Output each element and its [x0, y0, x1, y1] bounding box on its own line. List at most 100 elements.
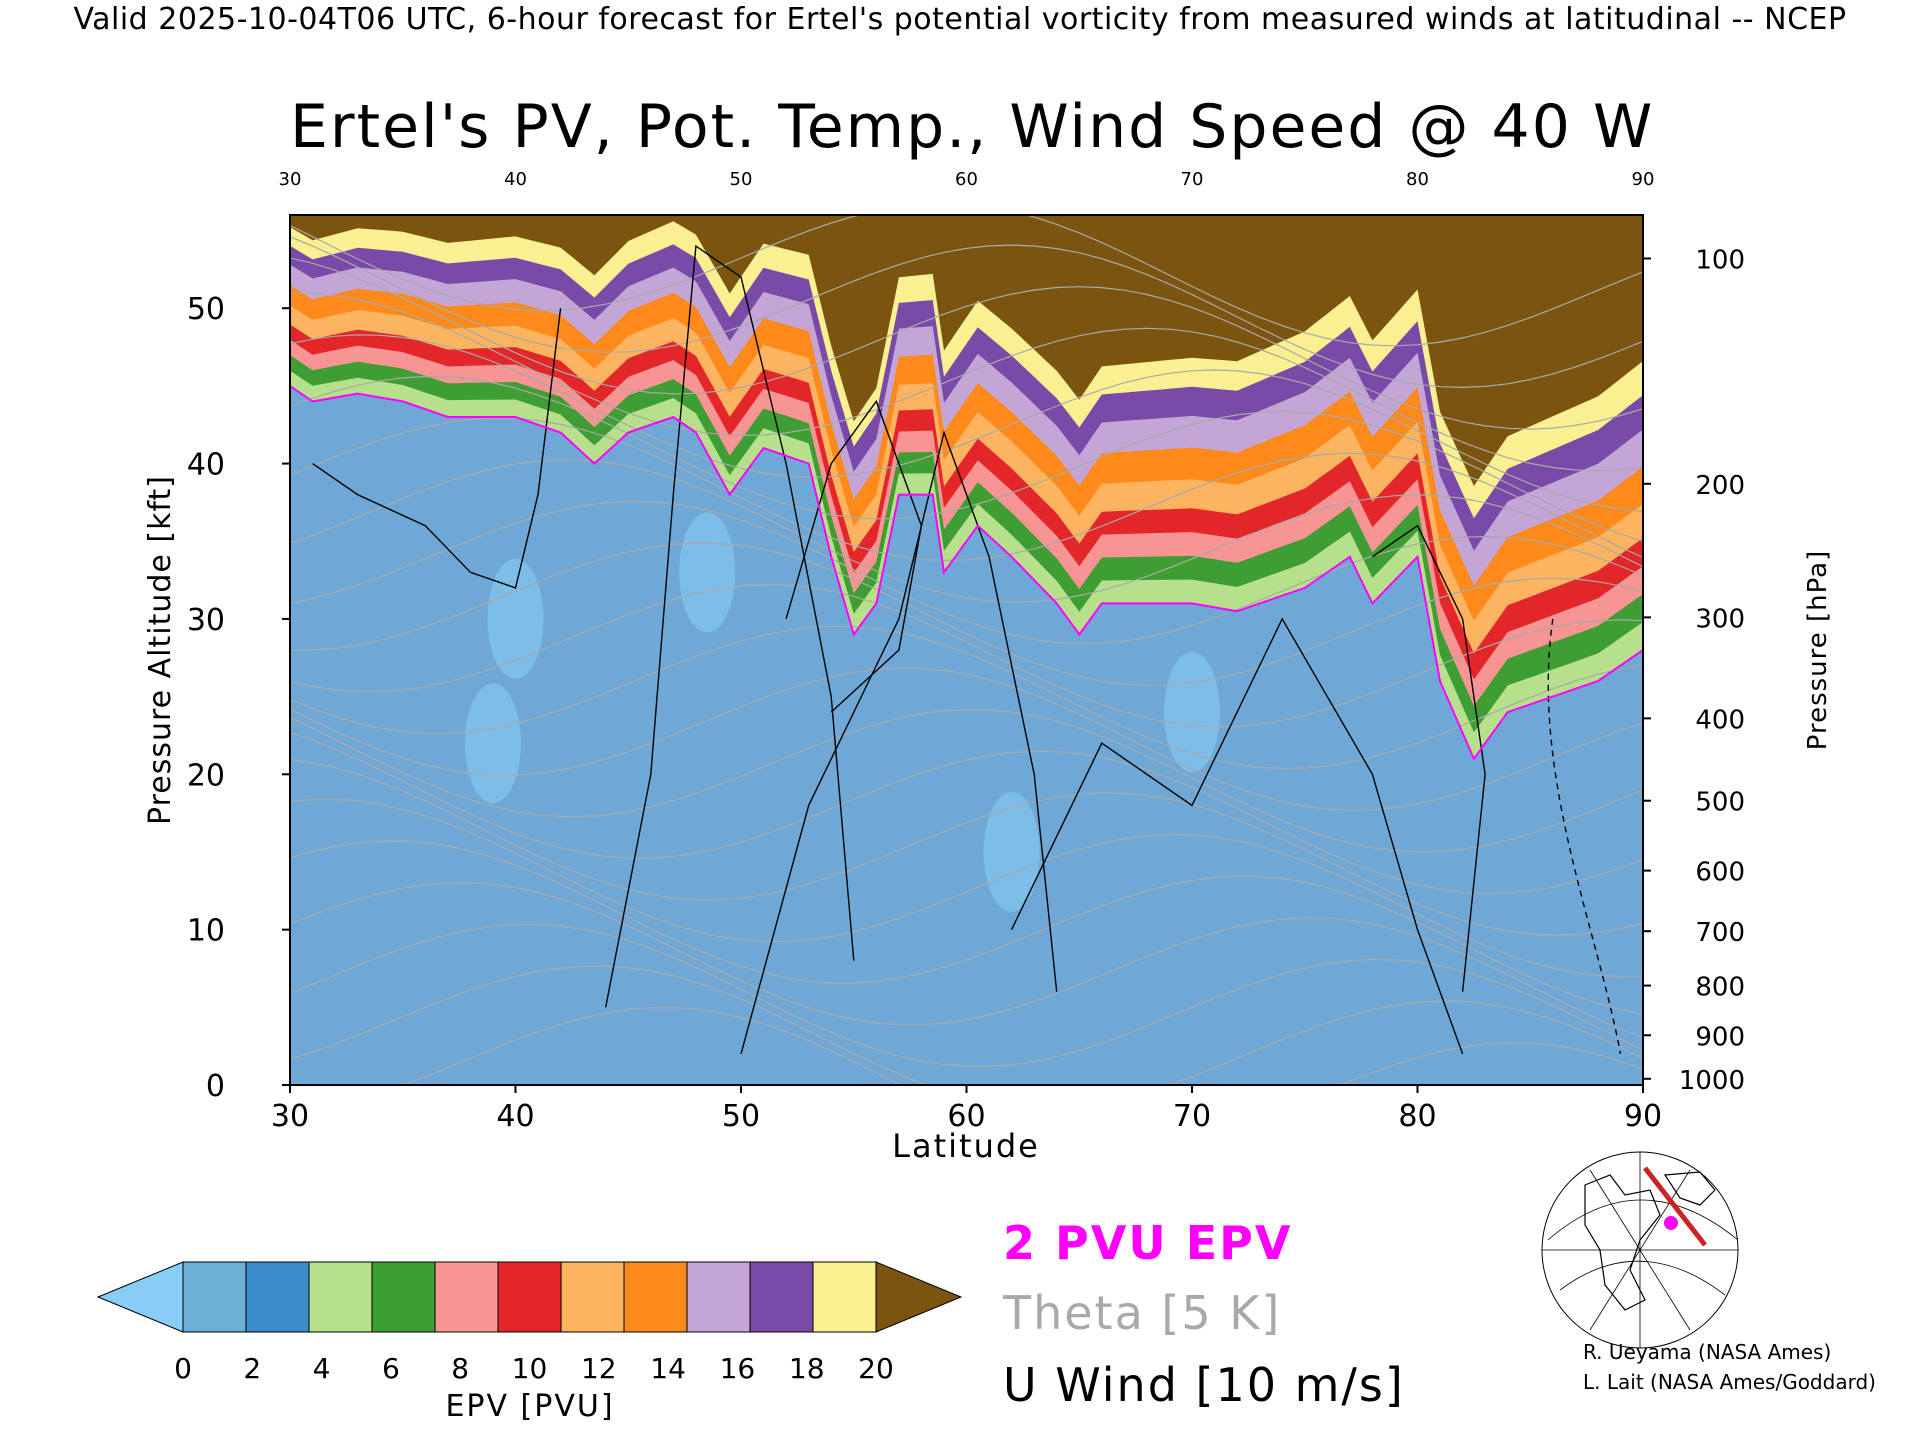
theta-contour — [290, 625, 1643, 770]
colorbar-tick-label: 2 — [243, 1352, 261, 1385]
inset-map — [1541, 1151, 1739, 1349]
theta-contour — [290, 731, 1643, 895]
colorbar-tick-label: 8 — [451, 1352, 469, 1385]
colorbar: 0 2 4 6 8 10 12 14 16 18 20 — [96, 1261, 963, 1385]
pressure-tick-label: 800 — [1695, 973, 1745, 1003]
wind-contours — [312, 244, 1622, 1055]
credit-line-2: L. Lait (NASA Ames/Goddard) — [1583, 1370, 1876, 1394]
wind-contour — [785, 399, 923, 713]
pressure-tick-label: 700 — [1695, 918, 1745, 948]
colorbar-tick-label: 12 — [581, 1352, 617, 1385]
x-tick-label: 40 — [496, 1099, 534, 1134]
legend-wind: U Wind [10 m/s] — [1003, 1358, 1405, 1412]
pressure-tick-label: 200 — [1695, 471, 1745, 501]
y-tick-label: 50 — [187, 292, 225, 327]
x-tick-label: 30 — [271, 1099, 309, 1134]
colorbar-segment — [749, 1261, 814, 1333]
theta-contour — [290, 798, 1643, 978]
x-axis-top: 30 40 50 60 70 80 90 — [279, 169, 1655, 190]
pressure-axis: 100 200 300 400 500 600 700 800 900 1000 — [1643, 246, 1745, 1096]
theta-contour — [290, 758, 1643, 936]
colorbar-over-arrow — [875, 1261, 963, 1333]
pressure-tick-label: 1000 — [1679, 1066, 1745, 1096]
pv-color-bands — [290, 215, 1643, 912]
colorbar-under-arrow — [96, 1261, 184, 1333]
x-tick-label-top: 40 — [504, 169, 527, 190]
y-tick-label: 20 — [187, 758, 225, 793]
colorbar-label: EPV [PVU] — [445, 1389, 614, 1424]
pressure-tick-label: 100 — [1695, 246, 1745, 276]
pressure-tick-label: 600 — [1695, 858, 1745, 888]
x-tick-label-top: 60 — [955, 169, 978, 190]
theta-contour — [290, 236, 1643, 389]
y-axis: 0 10 20 30 40 50 — [187, 292, 290, 1104]
low-pv-patch — [464, 683, 521, 804]
x-tick-label: 50 — [722, 1099, 760, 1134]
colorbar-tick-label: 20 — [858, 1352, 894, 1385]
x-tick-label-top: 80 — [1406, 169, 1429, 190]
credit-line-1: R. Ueyama (NASA Ames) — [1583, 1340, 1832, 1364]
colorbar-tick-label: 18 — [789, 1352, 825, 1385]
pv-band — [290, 215, 1643, 486]
theta-contour — [290, 334, 1643, 513]
colorbar-tick-label: 0 — [174, 1352, 192, 1385]
low-pv-patch — [1164, 652, 1220, 773]
x-tick-label-top: 30 — [279, 169, 302, 190]
colorbar-segment — [686, 1261, 751, 1333]
colorbar-segment — [560, 1261, 625, 1333]
colorbar-tick-label: 4 — [313, 1352, 331, 1385]
y-tick-label: 40 — [187, 448, 225, 483]
colorbar-segment — [371, 1261, 436, 1333]
x-axis: 30 40 50 60 70 80 90 — [271, 1085, 1662, 1134]
colorbar-segment — [308, 1261, 373, 1333]
pressure-tick-label: 400 — [1695, 705, 1745, 735]
low-pv-patch — [983, 791, 1040, 912]
theta-contour — [290, 840, 1643, 1015]
chart-title: Ertel's PV, Pot. Temp., Wind Speed @ 40 … — [290, 92, 1655, 162]
wind-contour — [1010, 617, 1464, 1055]
y-tick-label: 10 — [187, 914, 225, 949]
theta-contour — [290, 417, 1643, 562]
low-pv-patch — [487, 558, 544, 679]
theta-contour — [290, 708, 1643, 853]
x-tick-label-top: 90 — [1632, 169, 1655, 190]
x-tick-label: 90 — [1624, 1099, 1662, 1134]
valid-time-header: Valid 2025-10-04T06 UTC, 6-hour forecast… — [73, 2, 1847, 37]
x-tick-label: 60 — [947, 1099, 985, 1134]
colorbar-segment — [434, 1261, 499, 1333]
theta-contour — [290, 584, 1643, 728]
theta-contour — [290, 965, 1643, 1085]
legend-pv2: 2 PVU EPV — [1003, 1216, 1293, 1270]
cross-section-track — [1643, 1166, 1707, 1247]
colorbar-segment — [497, 1261, 562, 1333]
pressure-tick-label: 300 — [1695, 604, 1745, 634]
colorbar-segment — [623, 1261, 688, 1333]
theta-contour — [290, 292, 1643, 472]
colorbar-segment — [182, 1261, 247, 1333]
y-axis-label: Pressure Altitude [kft] — [143, 475, 178, 825]
theta-contours — [290, 215, 1643, 1085]
wind-contour — [740, 430, 1058, 1055]
theta-contour — [290, 257, 1643, 430]
low-pv-patch — [679, 512, 736, 633]
legend-theta: Theta [5 K] — [1003, 1286, 1282, 1340]
colorbar-tick-label: 16 — [720, 1352, 756, 1385]
pressure-tick-label: 900 — [1695, 1022, 1745, 1052]
theta-contour — [290, 375, 1643, 542]
wind-contour — [312, 308, 562, 589]
theta-contour — [290, 882, 1643, 1039]
wind-contour-negative — [1547, 618, 1622, 1055]
x-tick-label: 80 — [1398, 1099, 1436, 1134]
theta-contour — [290, 500, 1643, 645]
x-tick-label-top: 50 — [730, 169, 753, 190]
colorbar-tick-label: 10 — [512, 1352, 548, 1385]
wind-contour — [1372, 524, 1486, 992]
theta-contour — [290, 667, 1643, 811]
y-tick-label: 0 — [206, 1069, 225, 1104]
theta-contour — [290, 542, 1643, 686]
theta-contour — [402, 1006, 1643, 1085]
theta-contour — [290, 215, 1643, 347]
track-marker — [1664, 1216, 1678, 1230]
theta-contour — [290, 459, 1643, 603]
